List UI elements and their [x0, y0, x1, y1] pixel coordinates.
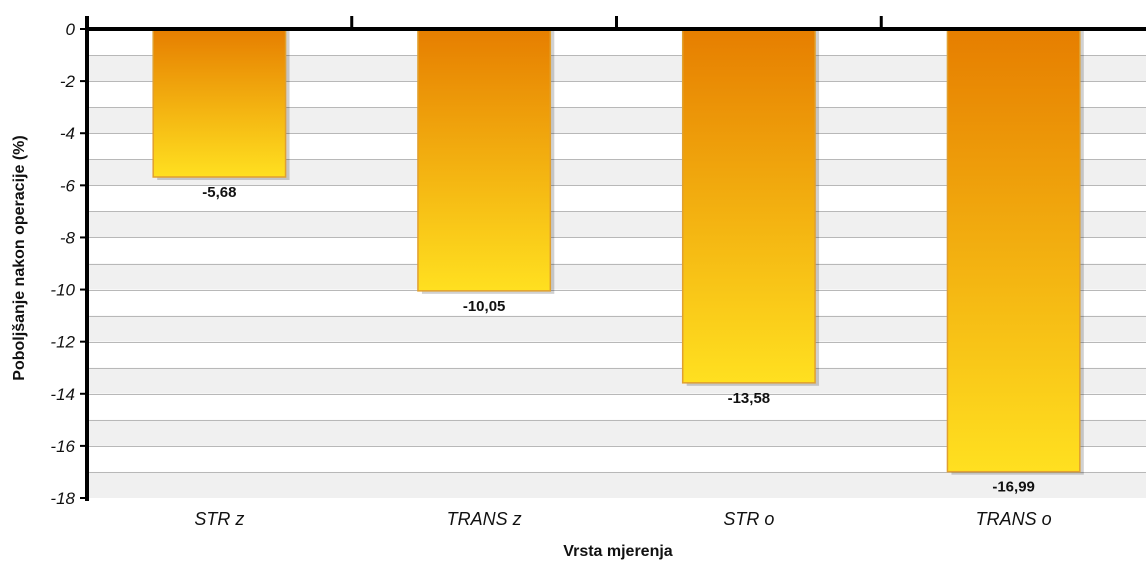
bar-str-z — [152, 28, 287, 178]
data-label: -16,99 — [992, 479, 1035, 496]
x-tick-label: TRANS o — [976, 509, 1052, 529]
bars — [152, 28, 1084, 475]
x-tick-label: STR o — [723, 509, 774, 529]
labels: -5,68 STR z -10,05 TRANS z -13,58 STR o -16,99… — [50, 20, 1051, 529]
y-tick-label: -16 — [50, 437, 75, 456]
bar-trans-o — [946, 28, 1081, 473]
axes — [80, 16, 1146, 501]
x-axis-title: Vrsta mjerenja — [563, 543, 673, 560]
y-tick-label: -18 — [50, 489, 75, 508]
data-label: -5,68 — [202, 184, 236, 201]
y-tick-label: -8 — [60, 228, 76, 247]
y-tick-label: 0 — [66, 20, 76, 39]
y-tick-label: -10 — [50, 281, 75, 300]
y-tick-label: -12 — [50, 333, 75, 352]
bar-trans-z — [417, 28, 552, 292]
data-label: -10,05 — [463, 298, 506, 315]
data-label: -13,58 — [728, 390, 771, 407]
bar-str-o — [681, 28, 816, 384]
y-tick-label: -2 — [60, 72, 76, 91]
y-tick-label: -4 — [60, 124, 75, 143]
y-tick-label: -6 — [60, 176, 76, 195]
x-tick-label: TRANS z — [447, 509, 522, 529]
x-tick-label: STR z — [194, 509, 244, 529]
y-tick-label: -14 — [50, 385, 75, 404]
y-axis-title: Poboljšanje nakon operacije (%) — [11, 135, 28, 380]
grid-band — [87, 471, 1146, 498]
